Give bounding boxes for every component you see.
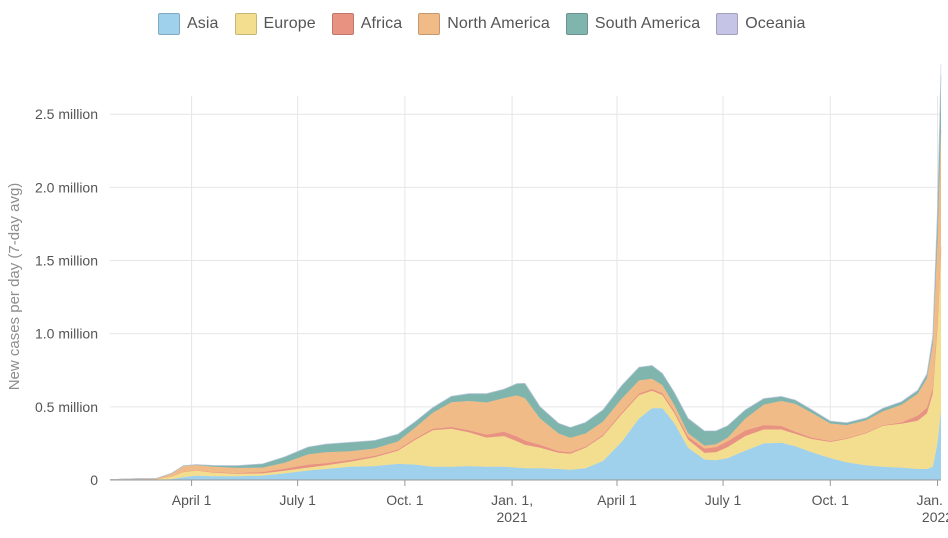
legend-item-oceania[interactable]: Oceania (716, 12, 805, 36)
legend-label: Oceania (745, 15, 806, 32)
x-tick-label-year: 2022 (922, 509, 948, 525)
legend-label: Africa (360, 15, 403, 32)
legend-item-asia[interactable]: Asia (158, 12, 219, 36)
y-tick-label: 1.5 million (35, 253, 98, 269)
legend-label: Europe (263, 15, 316, 32)
x-tick-label: July 1 (279, 492, 316, 508)
area-asia (110, 408, 941, 480)
legend-swatch (234, 13, 257, 35)
legend-label: North America (447, 15, 550, 32)
x-tick-label: April 1 (172, 492, 212, 508)
x-tick-label: July 1 (705, 492, 742, 508)
y-axis-label: New cases per day (7-day avg) (6, 183, 23, 391)
x-tick-label: Jan. 1, (916, 492, 948, 508)
legend-swatch (418, 13, 441, 35)
legend-item-africa[interactable]: Africa (331, 12, 403, 36)
legend-item-south-america[interactable]: South America (565, 12, 701, 36)
x-tick-label: April 1 (597, 492, 637, 508)
y-tick-label: 0 (90, 472, 98, 488)
area-south-america (110, 75, 941, 480)
legend-item-north-america[interactable]: North America (418, 12, 550, 36)
area-north-america (110, 129, 941, 480)
legend-item-europe[interactable]: Europe (234, 12, 316, 36)
legend-swatch (716, 13, 739, 35)
area-europe (110, 250, 941, 480)
chart-legend: Asia Europe Africa North America South Ameri… (158, 12, 822, 36)
legend-label: Asia (187, 15, 219, 32)
x-tick-label: Oct. 1 (386, 492, 424, 508)
y-tick-label: 0.5 million (35, 399, 98, 415)
legend-swatch (565, 13, 588, 35)
area-edge-oceania (109, 63, 942, 480)
y-tick-label: 2.0 million (35, 179, 98, 195)
x-tick-label: Jan. 1, (491, 492, 533, 508)
y-tick-label: 2.5 million (35, 106, 98, 122)
x-tick-label-year: 2021 (497, 509, 528, 525)
area-series (109, 63, 942, 481)
x-tick-label: Oct. 1 (812, 492, 850, 508)
legend-label: South America (594, 15, 701, 32)
axes: 0 0.5 million 1.0 million 1.5 million 2.0 mi… (35, 106, 948, 525)
y-tick-label: 1.0 million (35, 326, 98, 342)
legend-swatch (158, 13, 180, 35)
legend-swatch (331, 13, 354, 35)
